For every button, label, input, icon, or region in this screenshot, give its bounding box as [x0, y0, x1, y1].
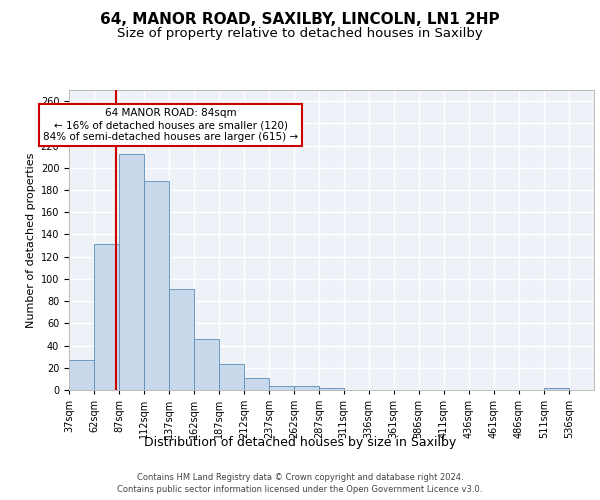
- Bar: [194, 339, 219, 390]
- Bar: [319, 388, 344, 390]
- Y-axis label: Number of detached properties: Number of detached properties: [26, 152, 37, 328]
- Bar: [94, 244, 119, 390]
- Bar: [269, 386, 295, 390]
- Bar: [244, 378, 269, 390]
- Bar: [119, 154, 144, 390]
- Bar: [219, 364, 244, 390]
- Bar: [295, 386, 319, 390]
- Bar: [144, 181, 169, 390]
- Text: Size of property relative to detached houses in Saxilby: Size of property relative to detached ho…: [117, 28, 483, 40]
- Bar: [169, 289, 194, 390]
- Text: Distribution of detached houses by size in Saxilby: Distribution of detached houses by size …: [144, 436, 456, 449]
- Text: 64 MANOR ROAD: 84sqm
← 16% of detached houses are smaller (120)
84% of semi-deta: 64 MANOR ROAD: 84sqm ← 16% of detached h…: [43, 108, 298, 142]
- Text: Contains public sector information licensed under the Open Government Licence v3: Contains public sector information licen…: [118, 485, 482, 494]
- Text: 64, MANOR ROAD, SAXILBY, LINCOLN, LN1 2HP: 64, MANOR ROAD, SAXILBY, LINCOLN, LN1 2H…: [100, 12, 500, 28]
- Bar: [69, 360, 94, 390]
- Text: Contains HM Land Registry data © Crown copyright and database right 2024.: Contains HM Land Registry data © Crown c…: [137, 472, 463, 482]
- Bar: [544, 388, 569, 390]
